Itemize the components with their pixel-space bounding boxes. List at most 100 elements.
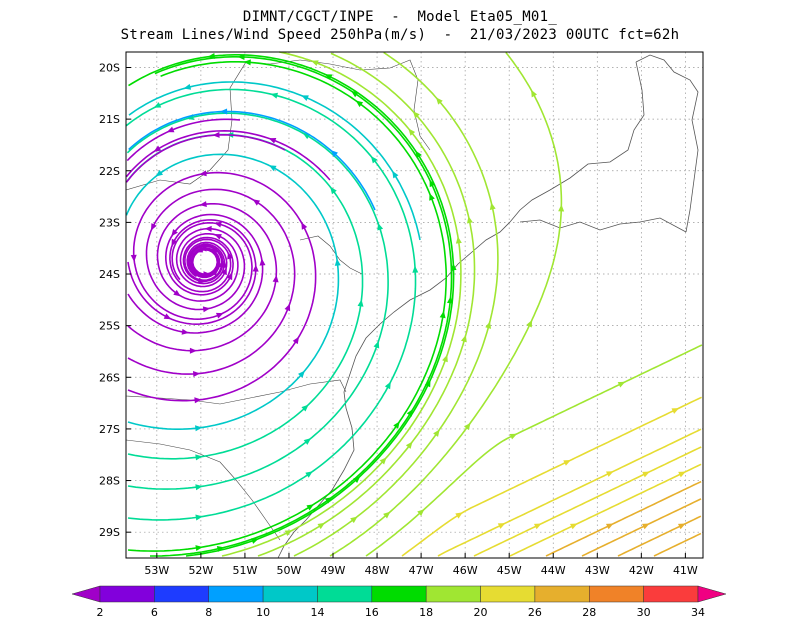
streamline-arrow	[383, 511, 391, 519]
streamline-arrow	[497, 523, 506, 529]
streamline-arrow	[195, 514, 203, 521]
streamline-arrow	[417, 509, 425, 516]
coastline-path	[519, 217, 687, 233]
streamline	[545, 480, 702, 557]
lon-tick-label: 46W	[453, 564, 478, 577]
streamline	[509, 463, 702, 557]
lat-tick-label: 23S	[99, 216, 120, 229]
streamline-arrow	[153, 145, 162, 152]
streamline-arrow	[252, 264, 259, 272]
lon-tick-label: 49W	[321, 564, 346, 577]
streamline-arrow	[605, 523, 614, 530]
streamline-arrow	[214, 234, 222, 240]
streamline	[127, 171, 317, 402]
lon-tick-label: 48W	[365, 564, 390, 577]
colorbar-label: 18	[419, 606, 433, 618]
colorbar-label: 14	[310, 606, 324, 618]
streamline-arrow	[412, 265, 419, 273]
streamline-arrow	[450, 263, 457, 271]
colorbar-segment	[99, 585, 155, 603]
streamline-arrow	[370, 156, 378, 164]
streamline-arrow	[464, 422, 471, 431]
streamline	[127, 188, 296, 375]
streamline-arrow	[195, 545, 203, 552]
title-line-1: DIMNT/CGCT/INPE - Model Eta05_M01_	[242, 9, 558, 25]
state-border	[299, 235, 363, 275]
streamline-arrow	[153, 102, 162, 108]
lat-tick-label: 20S	[99, 61, 120, 74]
colorbar-segment	[208, 585, 264, 603]
streamline-arrow	[405, 441, 413, 449]
lon-tick-label: 53W	[144, 564, 169, 577]
streamline-arrow	[433, 429, 440, 437]
streamline-arrow	[439, 310, 446, 319]
streamline-arrow	[284, 303, 291, 312]
colorbar-low-arrow	[71, 585, 101, 603]
streamline-arrow	[678, 471, 686, 478]
streamline-arrow	[384, 381, 391, 390]
state-border	[125, 379, 347, 405]
streamline-arrow	[173, 289, 181, 297]
colorbar-segment	[480, 585, 536, 603]
streamline-arrow	[292, 336, 300, 345]
state-border	[299, 59, 431, 151]
streamline-arrow	[221, 267, 227, 276]
streamline-arrow	[193, 370, 201, 377]
streamline-arrow	[353, 476, 361, 484]
lat-tick-label: 28S	[99, 475, 120, 488]
streamline-arrow	[207, 52, 216, 59]
streamline-arrow	[392, 170, 399, 179]
colorbar-segment	[643, 585, 699, 603]
streamline-arrow	[259, 258, 266, 266]
streamline-arrow	[377, 222, 384, 231]
colorbar-label: 10	[256, 606, 270, 618]
streamline-arrow	[324, 74, 333, 80]
streamline-arrow	[415, 150, 422, 159]
colorbar-label: 16	[365, 606, 379, 618]
streamline-arrow	[324, 496, 333, 504]
lon-tick-label: 52W	[188, 564, 213, 577]
streamline-arrow	[210, 248, 219, 256]
streamline-arrow	[373, 340, 380, 349]
streamline-arrow	[379, 457, 387, 465]
streamline-arrow	[526, 319, 533, 328]
streamline-arrow	[301, 95, 309, 101]
colorbar-label: 34	[691, 606, 705, 618]
streamline-arrow	[197, 277, 206, 284]
title-line-2: Stream Lines/Wind Speed 250hPa(m/s) - 21…	[120, 27, 680, 43]
streamline-arrow	[429, 193, 435, 201]
streamline-arrow	[268, 137, 277, 144]
colorbar-label: 28	[582, 606, 596, 618]
streamline-arrow	[189, 347, 197, 354]
streamline-arrow	[252, 199, 261, 206]
colorbar-segment	[589, 585, 644, 603]
streamline-arrow	[284, 530, 293, 537]
streamline	[473, 446, 702, 557]
streamline-arrow	[194, 397, 202, 404]
streamline-arrow	[461, 334, 467, 343]
streamline-arrow	[317, 522, 326, 530]
lon-tick-label: 42W	[629, 564, 654, 577]
streamline-arrow	[605, 471, 614, 477]
axes: 20S 21S 22S 23S 24S 25S 26S 27S 28S 29S 53W 52W 51W 5…	[99, 51, 704, 577]
streamline-arrow	[215, 312, 224, 319]
streamline	[127, 61, 447, 552]
lon-tick-label: 51W	[232, 564, 257, 577]
streamline	[150, 56, 453, 557]
colorbar-label: 6	[151, 606, 158, 618]
streamline-arrow	[226, 272, 233, 281]
plot-frame	[125, 51, 704, 559]
streamline-arrow	[641, 523, 650, 530]
streamline-arrow	[455, 512, 463, 519]
colorbar-label: 2	[97, 606, 104, 618]
streamline-arrow	[355, 100, 364, 108]
streamline-arrow	[220, 260, 227, 268]
streamline-arrow	[199, 201, 207, 208]
colorbar-segment	[317, 585, 373, 603]
colorbar-label: 8	[205, 606, 212, 618]
streamline-arrow	[485, 321, 492, 329]
colorbar-segment	[425, 585, 481, 603]
streamline-arrow	[214, 221, 222, 228]
colorbar-label: 30	[637, 606, 651, 618]
streamline-arrow	[301, 222, 308, 230]
